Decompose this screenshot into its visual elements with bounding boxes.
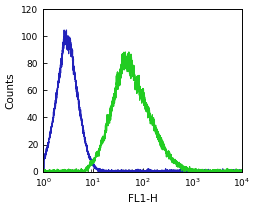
X-axis label: FL1-H: FL1-H	[128, 194, 157, 205]
Y-axis label: Counts: Counts	[6, 72, 16, 109]
